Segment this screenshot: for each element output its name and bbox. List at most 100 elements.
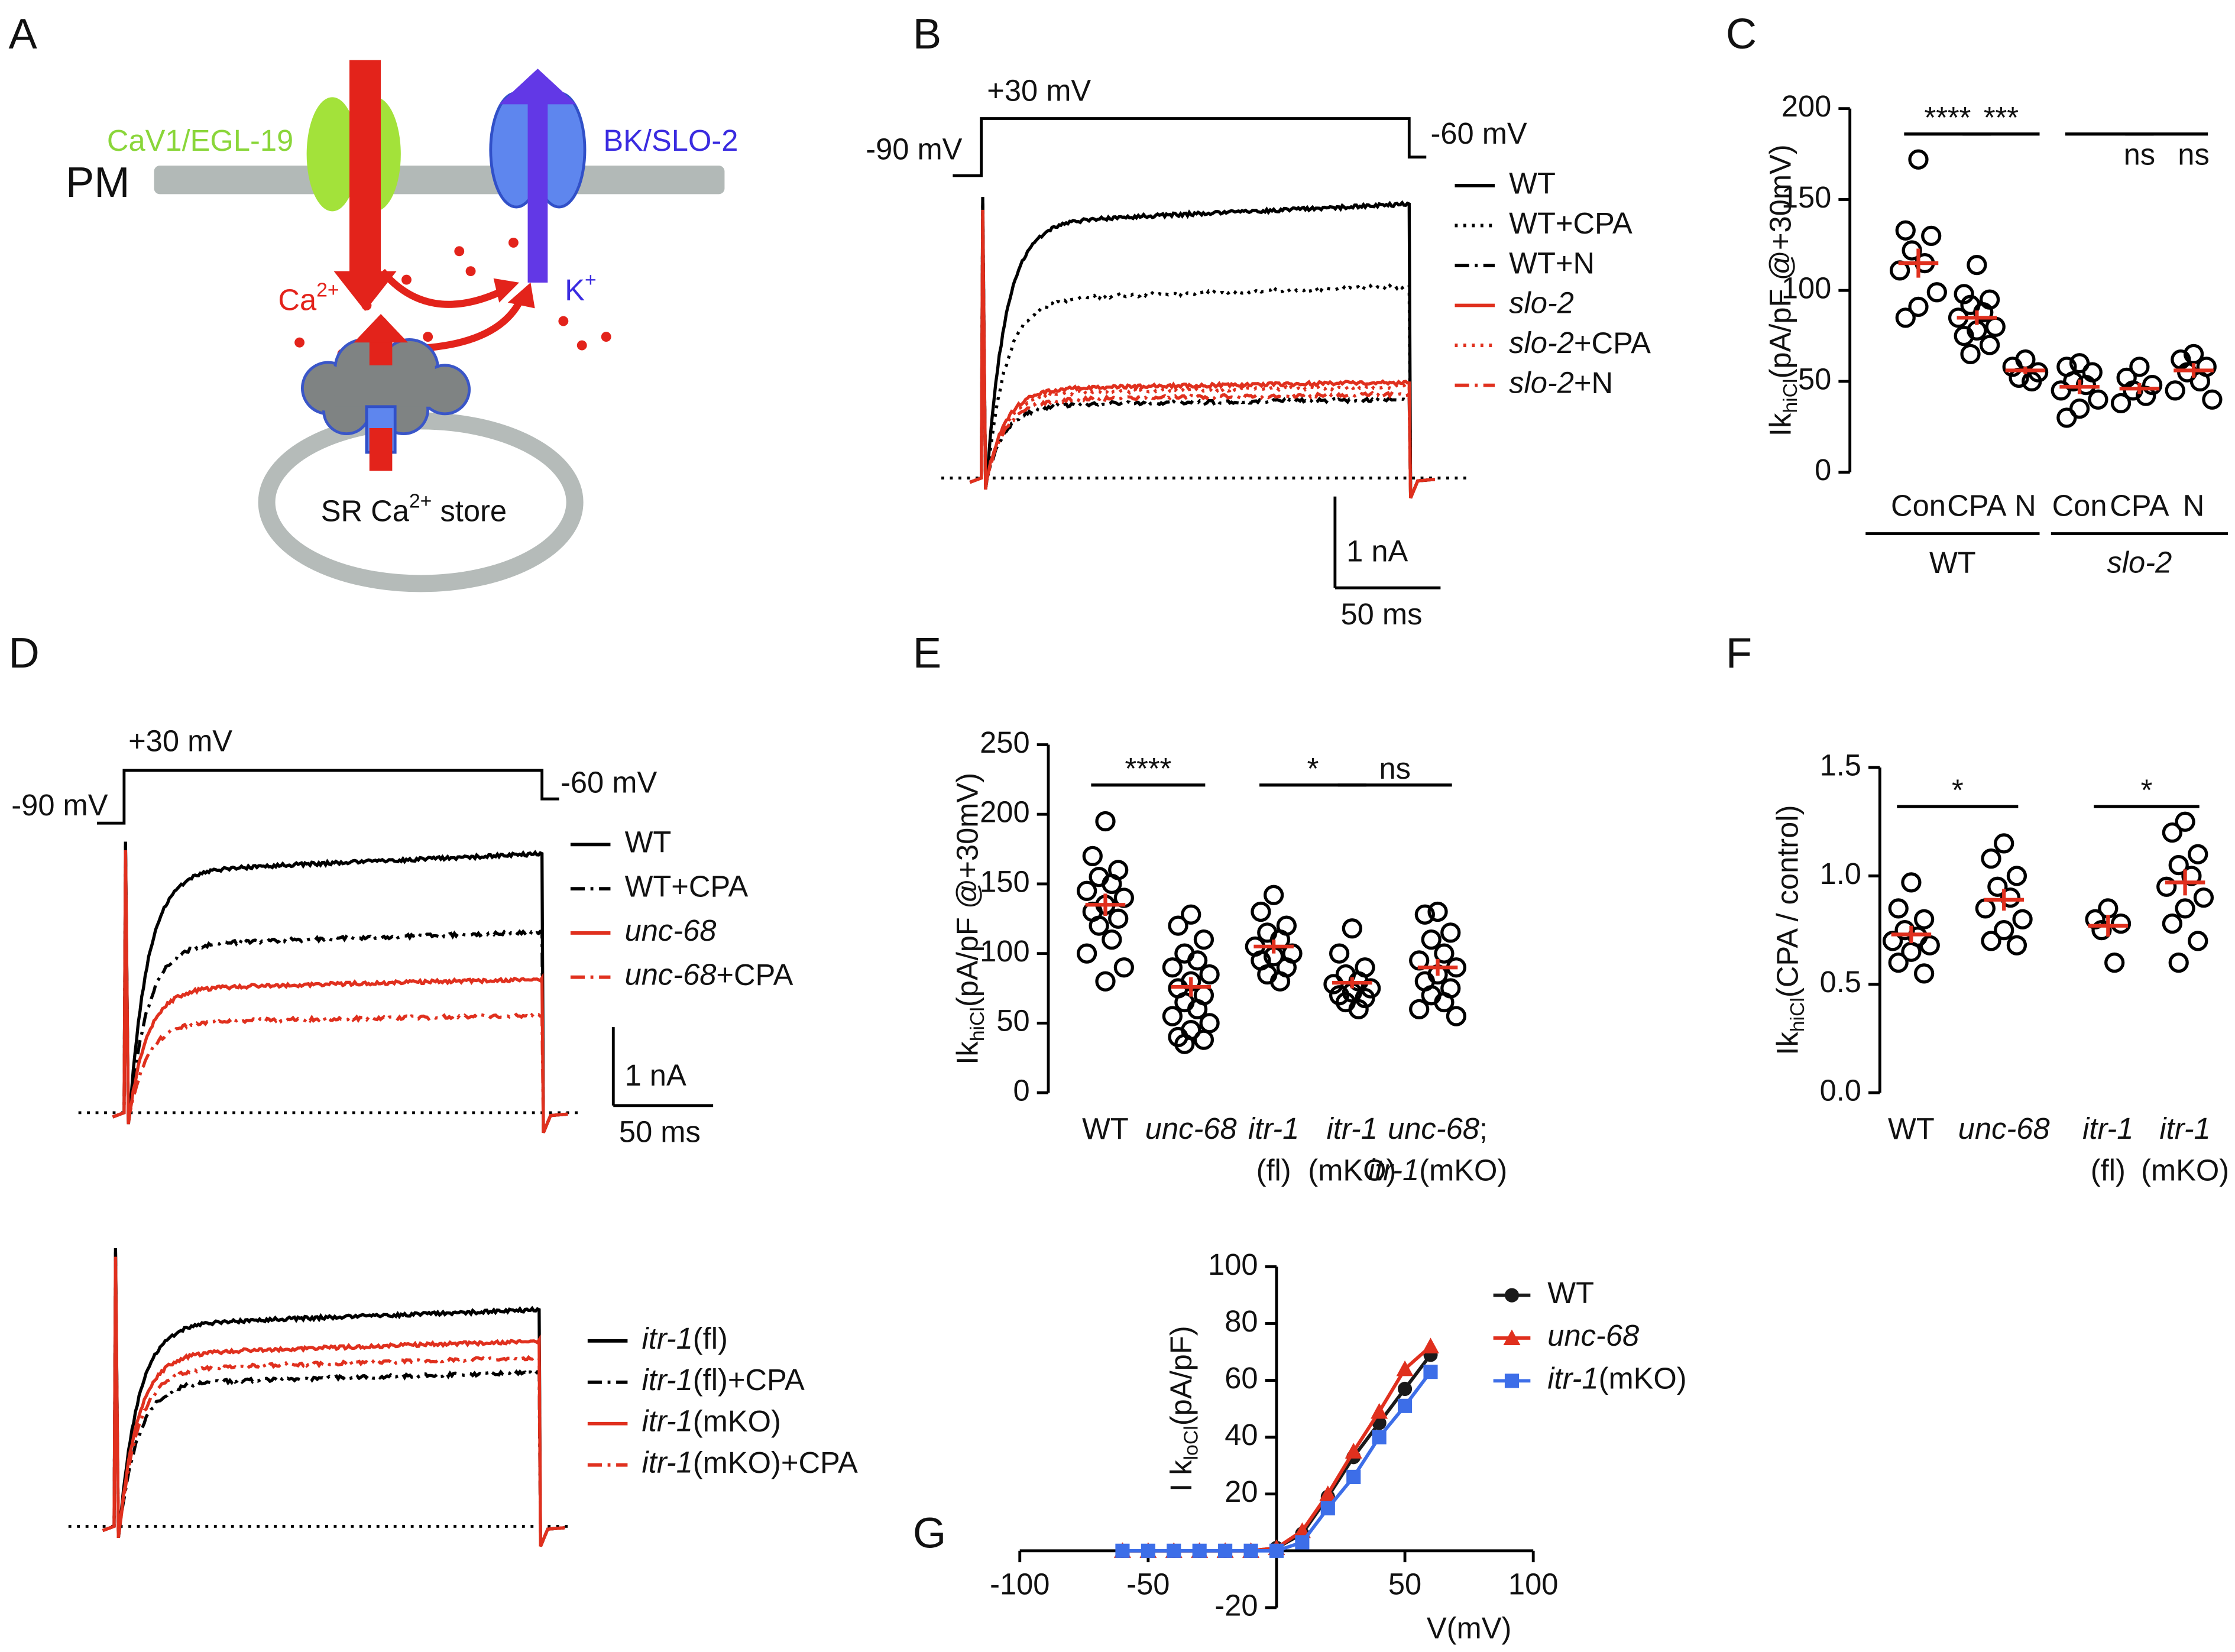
data-point [2091, 919, 2112, 941]
y-axis-label: IkhiCl(pA/pF @+30mV) [1764, 144, 1802, 436]
x-tick-label: (fl) [2091, 1154, 2126, 1187]
y-tick-label: 100 [1781, 271, 1832, 305]
group-label: WT [1929, 546, 1976, 579]
data-point [2162, 913, 2182, 934]
data-point [1985, 316, 2006, 337]
data-point [1987, 876, 2008, 897]
gene-name: slo-2 [1509, 286, 1574, 320]
legend-label: WT [1547, 1276, 1594, 1310]
data-point [1243, 1543, 1258, 1558]
data-point [1342, 918, 1362, 939]
gene-name: slo-2 [1509, 366, 1574, 400]
data-point [2188, 844, 2208, 864]
store-text: SR Ca [321, 494, 410, 528]
data-point [1162, 957, 1183, 978]
data-point [1141, 1543, 1155, 1558]
gene-name: itr-1 [642, 1446, 693, 1479]
data-point [2002, 357, 2023, 377]
significance-label: * [1952, 773, 1964, 806]
ion [423, 332, 433, 342]
x-tick-label: WT [1888, 1112, 1935, 1146]
data-point [1077, 880, 1097, 901]
current-trace [112, 854, 568, 1133]
data-point [1115, 1543, 1130, 1558]
x-tick-label: -50 [1126, 1567, 1170, 1601]
y-tick-label: 0.0 [1820, 1073, 1861, 1107]
y-axis-label-part: Ik [951, 1041, 984, 1065]
data-point [2022, 371, 2042, 392]
data-point [1914, 909, 1935, 929]
data-point [1193, 1029, 1214, 1050]
y-tick-label: 60 [1225, 1361, 1258, 1395]
data-point [1174, 1034, 1195, 1054]
panel-letter: C [1726, 10, 1757, 58]
data-point [1269, 971, 1291, 992]
ion [465, 266, 476, 277]
significance-label: ns [2124, 138, 2155, 171]
data-point [1089, 915, 1109, 936]
legend-marker [1504, 1374, 1520, 1388]
scale-bar-label: 50 ms [619, 1115, 701, 1148]
data-point [1319, 1485, 1337, 1501]
x-tick-label: Con [2052, 488, 2107, 522]
x-tick-label: N [2014, 488, 2036, 522]
data-point [1975, 898, 1996, 919]
data-point [1446, 1006, 1467, 1026]
x-tick-label: Con [1891, 488, 1946, 522]
current-trace [969, 209, 1435, 499]
data-point [2110, 393, 2132, 414]
data-point [1187, 950, 1208, 971]
current-trace [969, 205, 1435, 499]
y-tick-label: 40 [1225, 1418, 1258, 1452]
store-label: SR Ca2+ store [321, 490, 507, 528]
legend-label: itr-1(mKO)+CPA [642, 1446, 859, 1479]
x-axis-label: V(mV) [1427, 1611, 1511, 1645]
data-point [1895, 220, 1916, 241]
y-tick-label: 100 [1208, 1248, 1258, 1281]
ion [294, 337, 305, 348]
data-point [1251, 901, 1271, 922]
protocol-label: -90 mV [866, 132, 962, 166]
data-point [1979, 335, 2000, 355]
legend-label: WT+CPA [625, 870, 749, 903]
scale-bar-label: 1 nA [1346, 535, 1408, 568]
gene-name: itr-1 [642, 1321, 693, 1355]
legend-label: itr-1(fl)+CPA [642, 1363, 805, 1397]
membrane [154, 166, 725, 195]
x-tick-label: 100 [1508, 1567, 1559, 1601]
legend-label: slo-2+N [1509, 366, 1613, 400]
data-point [1102, 929, 1122, 950]
data-point [1973, 302, 1994, 323]
gene-name: itr-1 [1368, 1154, 1419, 1187]
store-text: store [432, 494, 507, 528]
panel-letter: F [1726, 629, 1752, 677]
k-superscript: + [585, 268, 597, 291]
current-trace [102, 1248, 565, 1547]
data-point [1421, 929, 1442, 950]
current-trace [102, 1256, 565, 1547]
x-tick-label: unc-68 [1145, 1112, 1237, 1146]
data-point [1199, 964, 1220, 985]
cloud-fill [335, 371, 435, 407]
x-tick-label: (fl) [1256, 1154, 1291, 1187]
data-point [2142, 375, 2163, 396]
panel-letter: E [913, 629, 941, 677]
cav-label: CaV1/EGL-19 [107, 124, 293, 157]
y-tick-label: 100 [980, 934, 1030, 968]
data-point [2088, 389, 2108, 410]
ion [361, 300, 372, 310]
data-point [1396, 1360, 1414, 1376]
data-point [1981, 848, 2001, 869]
legend-label: unc-68 [625, 914, 717, 947]
data-point [2168, 952, 2189, 973]
ca-release-arrowhead [354, 314, 408, 343]
gene-name: unc-68 [625, 958, 717, 992]
x-tick-label: WT [1082, 1112, 1129, 1146]
data-point [1187, 999, 1208, 1019]
data-point [1199, 1013, 1220, 1034]
current-trace [112, 841, 568, 1133]
data-point [2202, 389, 2223, 410]
